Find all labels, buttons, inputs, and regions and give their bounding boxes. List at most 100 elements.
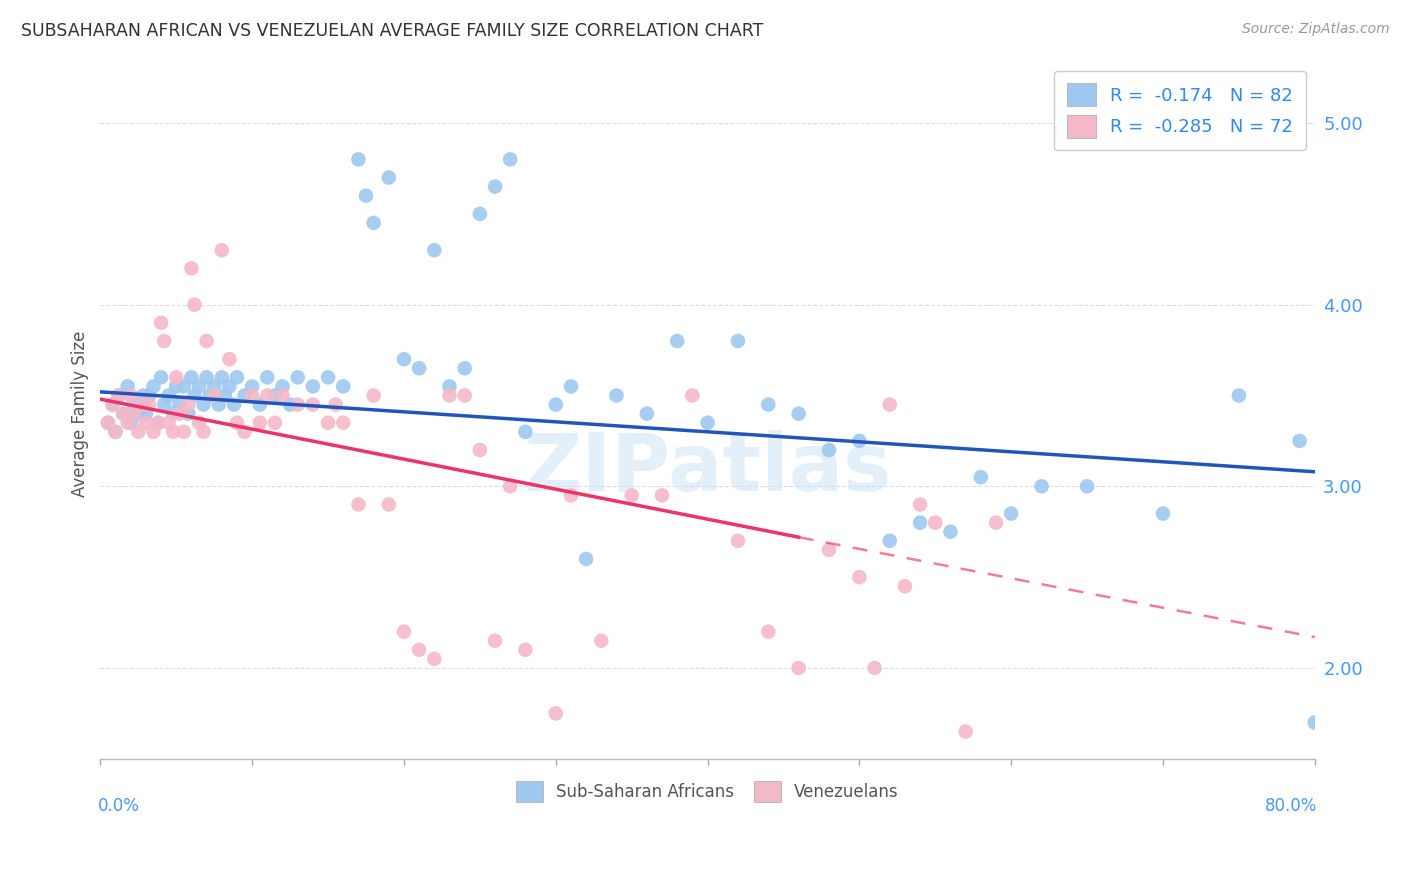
Point bbox=[575, 552, 598, 566]
Point bbox=[104, 425, 127, 439]
Legend: Sub-Saharan Africans, Venezuelans: Sub-Saharan Africans, Venezuelans bbox=[509, 774, 905, 809]
Text: Source: ZipAtlas.com: Source: ZipAtlas.com bbox=[1241, 22, 1389, 37]
Point bbox=[1288, 434, 1310, 448]
Point bbox=[666, 334, 689, 348]
Point bbox=[302, 379, 325, 393]
Point bbox=[193, 398, 215, 412]
Point bbox=[202, 388, 225, 402]
Point bbox=[818, 542, 841, 557]
Text: ZIPatlas: ZIPatlas bbox=[523, 430, 891, 508]
Point bbox=[363, 388, 385, 402]
Point bbox=[153, 398, 176, 412]
Point bbox=[195, 334, 218, 348]
Point bbox=[787, 661, 810, 675]
Point bbox=[439, 388, 461, 402]
Point bbox=[195, 370, 218, 384]
Point bbox=[454, 361, 477, 376]
Point bbox=[122, 398, 145, 412]
Point bbox=[142, 425, 165, 439]
Point bbox=[162, 425, 184, 439]
Point bbox=[347, 498, 370, 512]
Point bbox=[756, 398, 779, 412]
Point bbox=[1303, 715, 1326, 730]
Point bbox=[211, 370, 233, 384]
Point bbox=[177, 398, 200, 412]
Point bbox=[894, 579, 917, 593]
Point bbox=[107, 388, 129, 402]
Point bbox=[316, 416, 339, 430]
Point bbox=[620, 488, 643, 502]
Point bbox=[1031, 479, 1053, 493]
Point bbox=[97, 416, 120, 430]
Point bbox=[756, 624, 779, 639]
Point bbox=[138, 398, 160, 412]
Point bbox=[287, 370, 309, 384]
Point bbox=[727, 334, 749, 348]
Point bbox=[135, 416, 157, 430]
Point bbox=[226, 370, 249, 384]
Point bbox=[222, 398, 245, 412]
Point bbox=[727, 533, 749, 548]
Point bbox=[104, 425, 127, 439]
Point bbox=[879, 533, 901, 548]
Point bbox=[233, 425, 256, 439]
Point bbox=[454, 388, 477, 402]
Point bbox=[183, 388, 205, 402]
Point bbox=[560, 379, 582, 393]
Point bbox=[135, 407, 157, 421]
Point bbox=[468, 207, 491, 221]
Point bbox=[218, 379, 240, 393]
Point bbox=[162, 407, 184, 421]
Point bbox=[112, 407, 135, 421]
Point bbox=[378, 170, 401, 185]
Point bbox=[180, 261, 202, 276]
Point bbox=[605, 388, 627, 402]
Point bbox=[1152, 507, 1174, 521]
Point bbox=[193, 425, 215, 439]
Point bbox=[132, 388, 155, 402]
Point bbox=[560, 488, 582, 502]
Point bbox=[924, 516, 946, 530]
Point bbox=[316, 370, 339, 384]
Point bbox=[392, 352, 415, 367]
Point bbox=[101, 398, 124, 412]
Point bbox=[142, 379, 165, 393]
Point bbox=[651, 488, 673, 502]
Point bbox=[1227, 388, 1250, 402]
Point bbox=[544, 706, 567, 721]
Point bbox=[112, 407, 135, 421]
Point bbox=[165, 379, 187, 393]
Point bbox=[439, 379, 461, 393]
Point bbox=[256, 388, 278, 402]
Point bbox=[249, 416, 271, 430]
Point bbox=[157, 388, 180, 402]
Point bbox=[848, 570, 870, 584]
Point bbox=[198, 388, 221, 402]
Point bbox=[787, 407, 810, 421]
Point bbox=[173, 379, 195, 393]
Point bbox=[127, 407, 149, 421]
Point bbox=[681, 388, 703, 402]
Point bbox=[183, 298, 205, 312]
Point bbox=[208, 398, 231, 412]
Point bbox=[696, 416, 718, 430]
Point bbox=[332, 379, 354, 393]
Point bbox=[908, 498, 931, 512]
Point bbox=[188, 379, 211, 393]
Point bbox=[120, 388, 142, 402]
Point bbox=[484, 633, 506, 648]
Point bbox=[423, 652, 446, 666]
Point bbox=[127, 425, 149, 439]
Point bbox=[515, 425, 537, 439]
Text: 80.0%: 80.0% bbox=[1265, 797, 1317, 814]
Point bbox=[240, 379, 263, 393]
Point bbox=[240, 388, 263, 402]
Point bbox=[264, 416, 287, 430]
Point bbox=[354, 188, 377, 202]
Point bbox=[271, 388, 294, 402]
Point bbox=[256, 370, 278, 384]
Point bbox=[157, 416, 180, 430]
Point bbox=[468, 442, 491, 457]
Point bbox=[169, 407, 191, 421]
Point bbox=[591, 633, 613, 648]
